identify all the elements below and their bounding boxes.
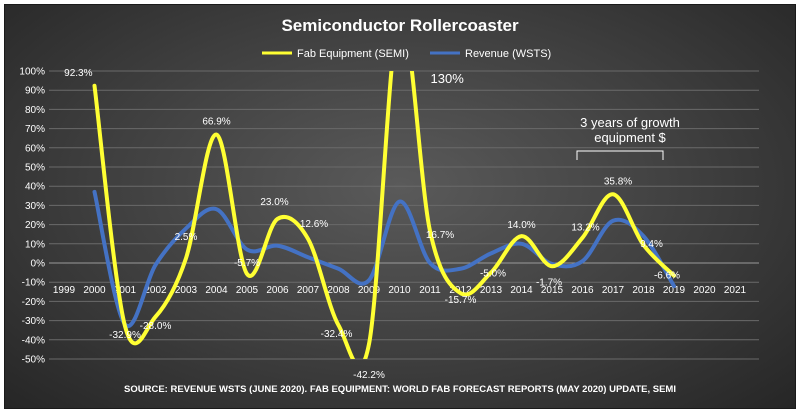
data-label: 13.2% [571,223,599,234]
x-tick-label: 1999 [53,285,76,296]
annotation-text-line2: equipment $ [594,130,666,145]
y-tick-label: -20% [22,297,45,308]
source-note: SOURCE: REVENUE WSTS (JUNE 2020). FAB EQ… [124,384,676,395]
data-label: 23.0% [260,197,288,208]
data-label: -28.0% [140,321,172,332]
y-tick-label: 100% [19,67,45,78]
annotation-text-line1: 3 years of growth [580,115,680,130]
data-label: -42.2% [353,370,385,381]
data-label: 66.9% [202,117,230,128]
data-label: -6.6% [654,271,680,282]
x-tick-label: 2012 [449,285,472,296]
data-label: 130% [431,71,465,86]
x-tick-label: 2013 [480,285,503,296]
x-tick-label: 2005 [236,285,259,296]
y-tick-label: 70% [25,124,45,135]
x-tick-label: 2008 [327,285,350,296]
x-tick-label: 2003 [175,285,198,296]
x-tick-label: 2001 [114,285,137,296]
annotation-bracket [576,150,664,160]
x-tick-label: 2000 [83,285,106,296]
x-tick-label: 2010 [388,285,411,296]
data-label: -15.7% [445,295,477,306]
series-line-fab-equipment [92,71,676,359]
x-tick-label: 2014 [510,285,533,296]
y-tick-label: 20% [25,220,45,231]
legend-label-revenue: Revenue (WSTS) [465,48,551,60]
growth-annotation: 3 years of growth equipment $ [576,115,680,160]
x-tick-label: 2017 [602,285,625,296]
x-tick-label: 2021 [724,285,747,296]
y-tick-label: 50% [25,163,45,174]
data-label: -1.7% [536,277,562,288]
data-label: 12.6% [300,219,328,230]
x-axis-ticks: 1999 2000 2001 2002 2003 2004 2005 2006 2007 2008… [53,285,747,296]
y-tick-label: 80% [25,105,45,116]
y-tick-label: 60% [25,143,45,154]
y-tick-label: -50% [22,355,45,366]
series-lines [92,71,676,359]
legend: Fab Equipment (SEMI) Revenue (WSTS) [262,48,551,60]
y-tick-label: 90% [25,86,45,97]
y-tick-label: -10% [22,278,45,289]
y-tick-label: 0% [31,259,46,270]
x-tick-label: 2007 [297,285,320,296]
legend-label-fab-equipment: Fab Equipment (SEMI) [297,48,409,60]
x-tick-label: 2004 [205,285,228,296]
x-tick-label: 2016 [571,285,594,296]
chart-title: Semiconductor Rollercoaster [281,16,519,35]
data-label: -5.7% [234,258,260,269]
y-tick-label: 30% [25,201,45,212]
y-tick-label: -30% [22,316,45,327]
chart-frame: Semiconductor Rollercoaster Fab Equipmen… [4,4,796,409]
data-label: -5.0% [480,269,506,280]
y-tick-label: 40% [25,182,45,193]
x-tick-label: 2011 [419,285,441,296]
line-chart: Semiconductor Rollercoaster Fab Equipmen… [19,16,759,395]
series-line-revenue [92,189,676,329]
y-tick-label: -40% [22,335,45,346]
y-tick-label: 10% [25,239,45,250]
x-tick-label: 2019 [663,285,686,296]
data-label: 35.8% [604,176,632,187]
x-tick-label: 2020 [693,285,716,296]
data-label: 14.0% [507,220,535,231]
data-label: -32.9% [109,330,141,341]
data-label: 16.7% [426,230,454,241]
data-label: 92.3% [64,68,92,79]
x-tick-label: 2006 [266,285,289,296]
gridlines [49,70,759,360]
data-label: 2.5% [175,232,198,243]
x-tick-label: 2015 [541,285,564,296]
x-tick-label: 2002 [144,285,167,296]
data-labels: 92.3% -32.9%-28.0% 2.5% 66.9% -5.7% 23.0% 12.6… [64,68,680,381]
y-axis-ticks: 100% 90% 80% 70% 60% 50% 40% 30% 20% 10% 0% -10% -20… [19,67,45,366]
x-tick-label: 2018 [632,285,655,296]
data-label: -32.4% [321,329,353,340]
x-tick-label: 2009 [358,285,381,296]
data-label: 9.4% [640,239,663,250]
